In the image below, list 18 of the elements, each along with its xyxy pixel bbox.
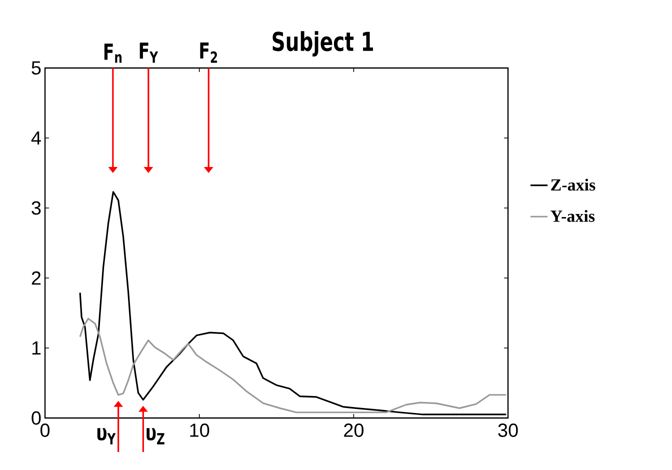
annotation: υ$_{Z}$ bbox=[146, 428, 164, 444]
y-tick-label: 0 bbox=[32, 411, 41, 425]
y-tick-label: 4 bbox=[31, 131, 41, 145]
ref-line-label: F$_{n}$ bbox=[104, 44, 122, 63]
legend-label: Z-axis bbox=[551, 178, 596, 191]
legend-label: Y-axis bbox=[550, 210, 595, 222]
y-tick-label: 3 bbox=[32, 201, 41, 215]
annotation: υ$_{Y}$ bbox=[97, 428, 116, 444]
ref-line-label: F$_{2}$ bbox=[200, 42, 217, 63]
x-tick-label: 30 bbox=[498, 424, 518, 437]
x-tick-label: 10 bbox=[190, 424, 210, 437]
x-tick-label: 20 bbox=[344, 424, 364, 437]
y-tick-label: 1 bbox=[32, 341, 41, 355]
y-tick-label: 5 bbox=[32, 61, 41, 75]
x-tick-label: 0 bbox=[40, 424, 50, 437]
y-tick-label: 2 bbox=[32, 271, 41, 285]
ref-line-label: F$_{Y}$ bbox=[140, 42, 158, 63]
chart-title: Subject 1 bbox=[272, 31, 373, 56]
